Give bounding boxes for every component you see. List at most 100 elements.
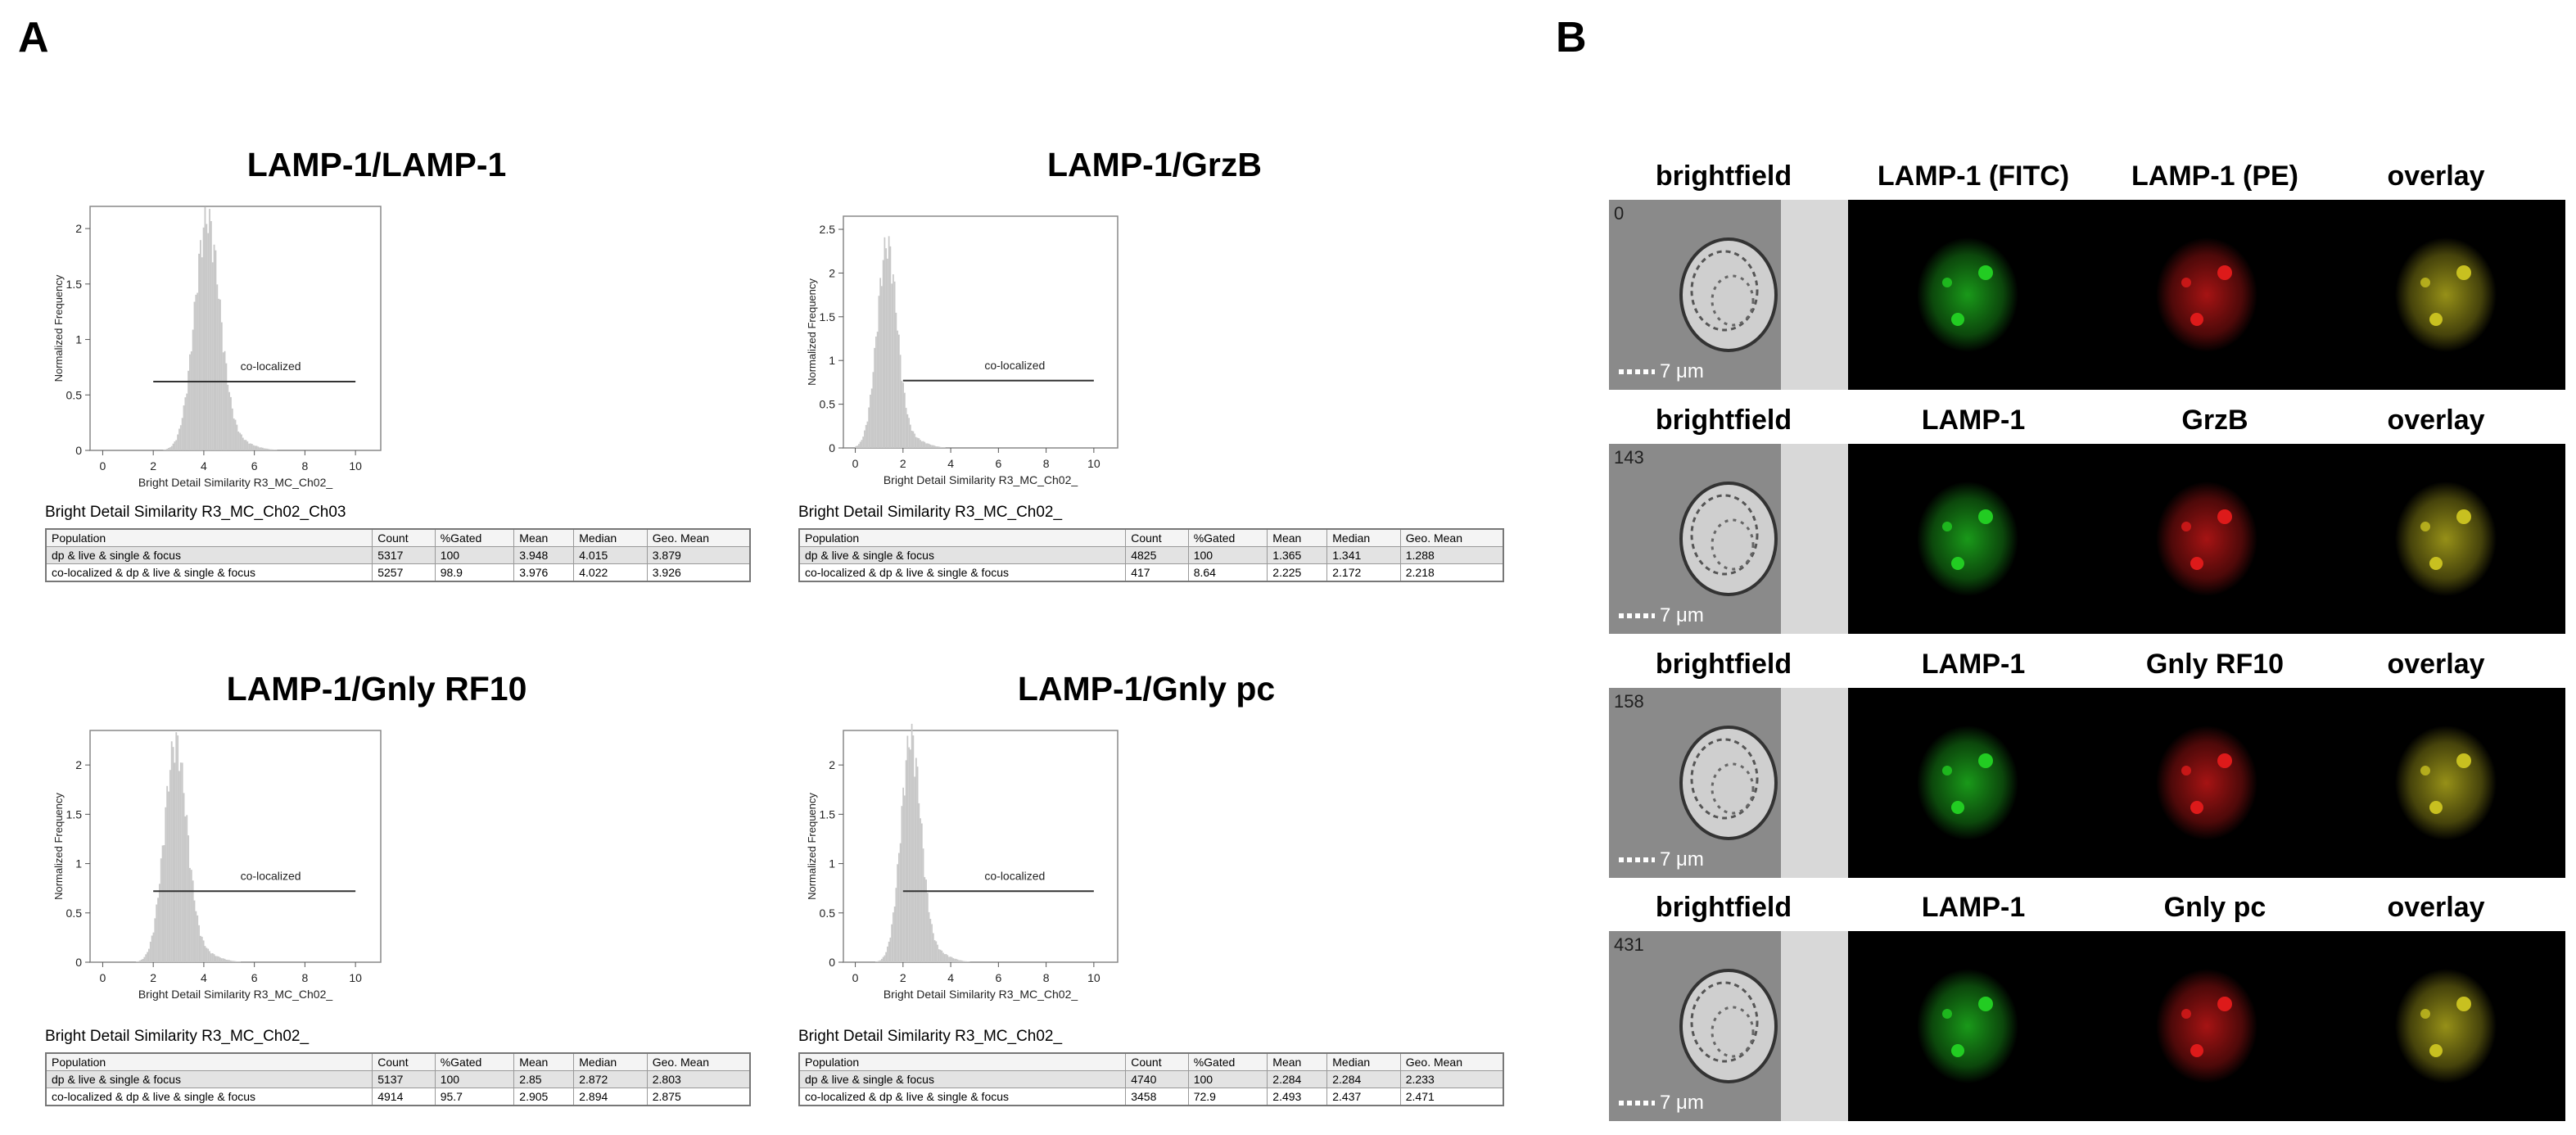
table-row: dp & live & single & focus 4740 100 2.284 2.… <box>798 1070 1504 1088</box>
y-tick-label: 2 <box>75 222 82 235</box>
y-tick-label: 0 <box>75 956 82 969</box>
x-tick-label: 10 <box>349 971 362 984</box>
channel-label: LAMP-1 <box>1921 405 2026 436</box>
scale-bar-line <box>1619 369 1655 374</box>
gate-label: co-localized <box>241 359 301 373</box>
histogram-bin <box>198 253 200 450</box>
histogram-bin <box>941 950 943 962</box>
histogram-bin <box>165 807 167 962</box>
histogram-bin <box>958 960 960 962</box>
histogram-bin <box>951 956 953 962</box>
histogram-bin <box>889 246 892 448</box>
channel-label: LAMP-1 <box>1921 892 2026 923</box>
table-cell: 3.976 <box>513 563 575 582</box>
x-axis-label: Bright Detail Similarity R3_MC_Ch02_ <box>884 988 1078 1001</box>
stats-caption: Bright Detail Similarity R3_MC_Ch02_Ch03 <box>45 504 346 521</box>
histogram-bin <box>268 449 270 450</box>
histogram-bin <box>245 440 247 450</box>
histogram-bin <box>889 937 892 962</box>
histogram-bin <box>261 447 264 450</box>
histogram-bin <box>218 956 220 962</box>
histogram-bin <box>230 960 232 962</box>
overlay-image <box>2326 931 2565 1121</box>
channel-label: overlay <box>2387 161 2485 192</box>
plot-title: LAMP-1/Gnly pc <box>1017 670 1276 708</box>
histogram-bin <box>925 880 927 962</box>
histogram-bin <box>879 960 882 962</box>
histogram-bin <box>942 952 944 962</box>
table-cell: 2.225 <box>1267 563 1328 582</box>
x-tick-label: 0 <box>100 459 106 473</box>
histogram-bin <box>942 447 944 448</box>
scale-bar: 7 μm <box>1619 604 1704 627</box>
histogram-bin <box>266 448 269 450</box>
histogram-bin <box>922 441 924 448</box>
histogram-bin <box>874 347 876 448</box>
histogram-bin <box>184 816 187 962</box>
histogram-bin <box>197 915 199 962</box>
histogram-bin <box>189 354 191 450</box>
x-tick-label: 0 <box>852 457 859 470</box>
histogram-bin <box>941 446 943 448</box>
histogram-bin <box>947 955 949 962</box>
histogram-bin <box>192 329 194 450</box>
histogram-bin <box>914 433 915 448</box>
histogram-bin <box>215 956 217 962</box>
histogram-bin <box>198 925 200 962</box>
column-header: Mean <box>513 528 575 547</box>
histogram-bin <box>222 352 224 450</box>
y-tick-label: 1 <box>75 333 82 346</box>
histogram-bin <box>169 770 171 962</box>
plot-title: LAMP-1/GrzB <box>1047 146 1262 183</box>
histogram-bin <box>204 206 206 451</box>
histogram-bin <box>186 393 188 450</box>
histogram-bars <box>875 723 970 962</box>
histogram-bin <box>928 911 930 962</box>
x-tick-label: 2 <box>150 971 156 984</box>
channel-label: GrzB <box>2181 405 2248 436</box>
histogram-bin <box>903 392 906 448</box>
histogram-bin <box>924 877 926 962</box>
histogram-bin <box>215 250 217 450</box>
channel-label: LAMP-1 (FITC) <box>1877 161 2070 192</box>
image-strip: 143 7 μm <box>1609 444 2565 634</box>
table-cell: 2.284 <box>1267 1070 1328 1088</box>
histogram-bin <box>891 924 893 962</box>
histogram-bin <box>252 445 255 450</box>
x-axis-label: Bright Detail Similarity R3_MC_Ch02_ <box>138 476 333 489</box>
column-header: Geo. Mean <box>1399 1052 1504 1071</box>
histogram-bin <box>878 296 880 448</box>
histogram-bin <box>207 233 210 450</box>
histogram-bin <box>884 955 886 962</box>
column-header: Count <box>1125 1052 1189 1071</box>
channel-label: overlay <box>2387 405 2485 436</box>
histogram-bin <box>905 760 907 962</box>
table-header-row: Population Count %Gated Mean Median Geo. Mean <box>45 528 751 547</box>
histogram-bin <box>906 735 909 962</box>
y-tick-label: 2 <box>75 758 82 771</box>
histogram-bin <box>248 443 251 450</box>
gate-label: co-localized <box>984 869 1045 882</box>
histogram-bin <box>227 384 229 450</box>
cell-fluorescence <box>1917 482 2018 596</box>
histogram-bin <box>257 446 260 450</box>
table-cell: 95.7 <box>434 1088 515 1106</box>
histogram-bin <box>861 440 863 448</box>
green-channel-image <box>1848 444 2087 634</box>
table-cell: 2.905 <box>513 1088 575 1106</box>
channel-label: overlay <box>2387 892 2485 923</box>
scale-bar-line <box>1619 1101 1655 1106</box>
histogram-bin <box>879 278 882 448</box>
table-cell: 2.872 <box>573 1070 648 1088</box>
x-tick-label: 4 <box>201 971 207 984</box>
histogram-bin <box>925 443 927 448</box>
panel-b-letter: B <box>1556 14 1587 61</box>
table-cell: 2.284 <box>1326 1070 1401 1088</box>
table-cell: dp & live & single & focus <box>798 546 1127 564</box>
histogram-bin <box>168 448 169 450</box>
table-cell: 2.233 <box>1399 1070 1504 1088</box>
table-cell: 1.365 <box>1267 546 1328 564</box>
cell-fluorescence <box>2395 482 2497 596</box>
column-header: Population <box>798 528 1127 547</box>
y-tick-label: 1.5 <box>820 310 836 323</box>
